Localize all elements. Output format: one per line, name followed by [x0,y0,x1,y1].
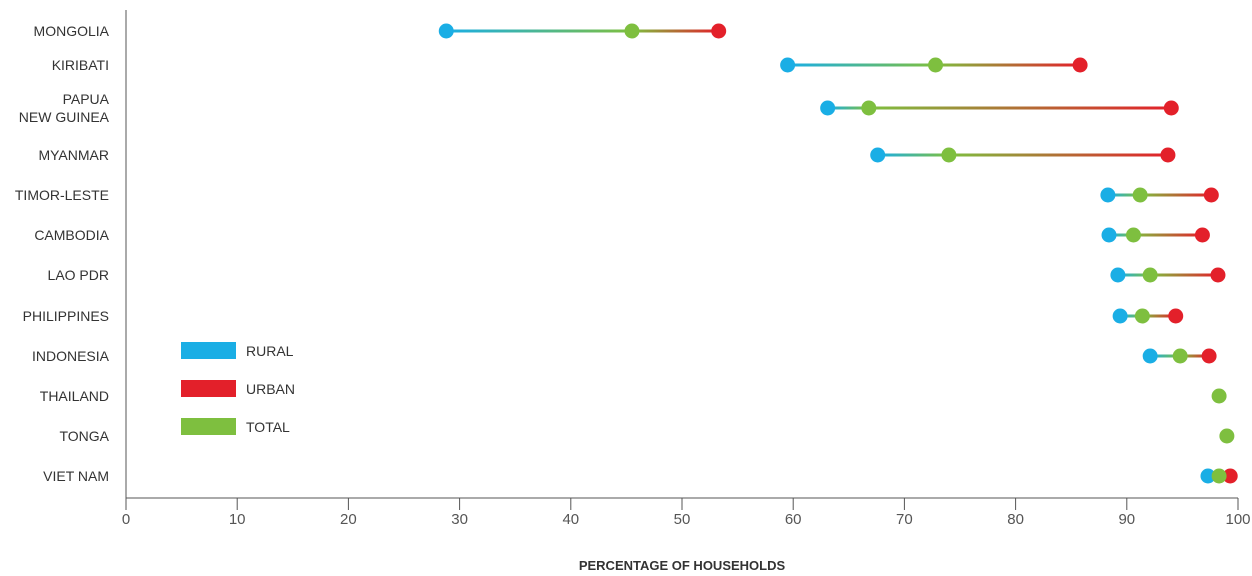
category-label-line: LAO PDR [48,267,109,283]
rural-point [1100,187,1116,203]
total-point [928,57,944,73]
data-row: INDONESIA [32,348,1217,364]
category-label: PAPUA NEW GUINEA [19,91,110,125]
total-point [624,23,640,39]
category-label-line: THAILAND [40,388,109,404]
category-label: INDONESIA [32,348,110,364]
category-label: PHILIPPINES [23,308,109,324]
category-label-line: PHILIPPINES [23,308,109,324]
category-label-line: NEW GUINEA [19,109,110,125]
urban-point [711,23,727,39]
data-row: CAMBODIA [34,227,1210,243]
x-tick-label: 0 [122,511,130,528]
urban-point [1168,308,1184,324]
urban-point [1222,468,1238,484]
urban-point [1194,227,1210,243]
legend-swatch-rural [181,342,236,359]
data-row: TIMOR-LESTE [15,187,1219,203]
rural-point [1112,308,1128,324]
category-label-line: MONGOLIA [34,23,110,39]
rural-point [1101,227,1117,243]
rural-point [1142,348,1158,364]
urban-point [1201,348,1217,364]
legend-label-total: TOTAL [246,419,290,435]
x-tick-label: 10 [229,511,246,528]
data-rows: MONGOLIA KIRIBATI PAPUA NEW GUINEA MYANMAR TI… [15,23,1238,484]
data-row: VIET NAM [43,468,1238,484]
category-label: CAMBODIA [34,227,109,243]
total-point [1211,388,1227,404]
legend-swatch-urban [181,380,236,397]
category-label: LAO PDR [48,267,109,283]
x-tick-label: 60 [785,511,802,528]
data-row: PHILIPPINES [23,308,1184,324]
total-point [1132,187,1148,203]
x-tick-label: 40 [562,511,579,528]
urban-point [1210,267,1226,283]
urban-point [1203,187,1219,203]
legend-item: RURAL [181,342,294,359]
category-label-line: CAMBODIA [34,227,109,243]
x-tick-label: 80 [1007,511,1024,528]
total-point [941,147,957,163]
x-axis-title: PERCENTAGE OF HOUSEHOLDS [579,558,786,573]
category-label: TONGA [59,428,109,444]
category-label-line: VIET NAM [43,468,109,484]
total-point [1142,267,1158,283]
category-label: MYANMAR [38,147,109,163]
axes: 0 10 20 30 40 50 60 70 80 90 100 [122,10,1251,528]
category-label-line: TIMOR-LESTE [15,187,109,203]
rural-point [780,57,796,73]
rural-point [1200,468,1216,484]
category-label-line: KIRIBATI [52,57,109,73]
rural-point [820,100,836,116]
category-label-line: MYANMAR [38,147,109,163]
rural-point [1110,267,1126,283]
category-label: VIET NAM [43,468,109,484]
data-row: KIRIBATI [52,57,1088,73]
legend-label-rural: RURAL [246,343,294,359]
total-point [1211,468,1227,484]
data-row: MONGOLIA [34,23,727,39]
total-point [861,100,877,116]
data-row: THAILAND [40,388,1227,404]
x-tick-label: 20 [340,511,357,528]
legend-item: URBAN [181,380,295,397]
legend: RURAL URBAN TOTAL [181,342,295,435]
total-point [1125,227,1141,243]
legend-label-urban: URBAN [246,381,295,397]
data-row: PAPUA NEW GUINEA [19,91,1179,125]
data-row: TONGA [59,428,1235,444]
x-tick-label: 50 [674,511,691,528]
legend-item: TOTAL [181,418,290,435]
urban-point [1160,147,1176,163]
x-tick-label: 100 [1225,511,1250,528]
total-point [1172,348,1188,364]
category-label: TIMOR-LESTE [15,187,109,203]
rural-point [438,23,454,39]
data-row: LAO PDR [48,267,1226,283]
legend-swatch-total [181,418,236,435]
category-label-line: TONGA [59,428,109,444]
x-tick-label: 30 [451,511,468,528]
category-label-line: PAPUA [63,91,110,107]
total-point [1134,308,1150,324]
x-tick-label: 70 [896,511,913,528]
urban-point [1072,57,1088,73]
x-tick-label: 90 [1118,511,1135,528]
total-point [1219,428,1235,444]
category-label-line: INDONESIA [32,348,110,364]
category-label: THAILAND [40,388,109,404]
category-label: KIRIBATI [52,57,109,73]
data-row: MYANMAR [38,147,1176,163]
category-label: MONGOLIA [34,23,110,39]
rural-point [870,147,886,163]
urban-point [1163,100,1179,116]
